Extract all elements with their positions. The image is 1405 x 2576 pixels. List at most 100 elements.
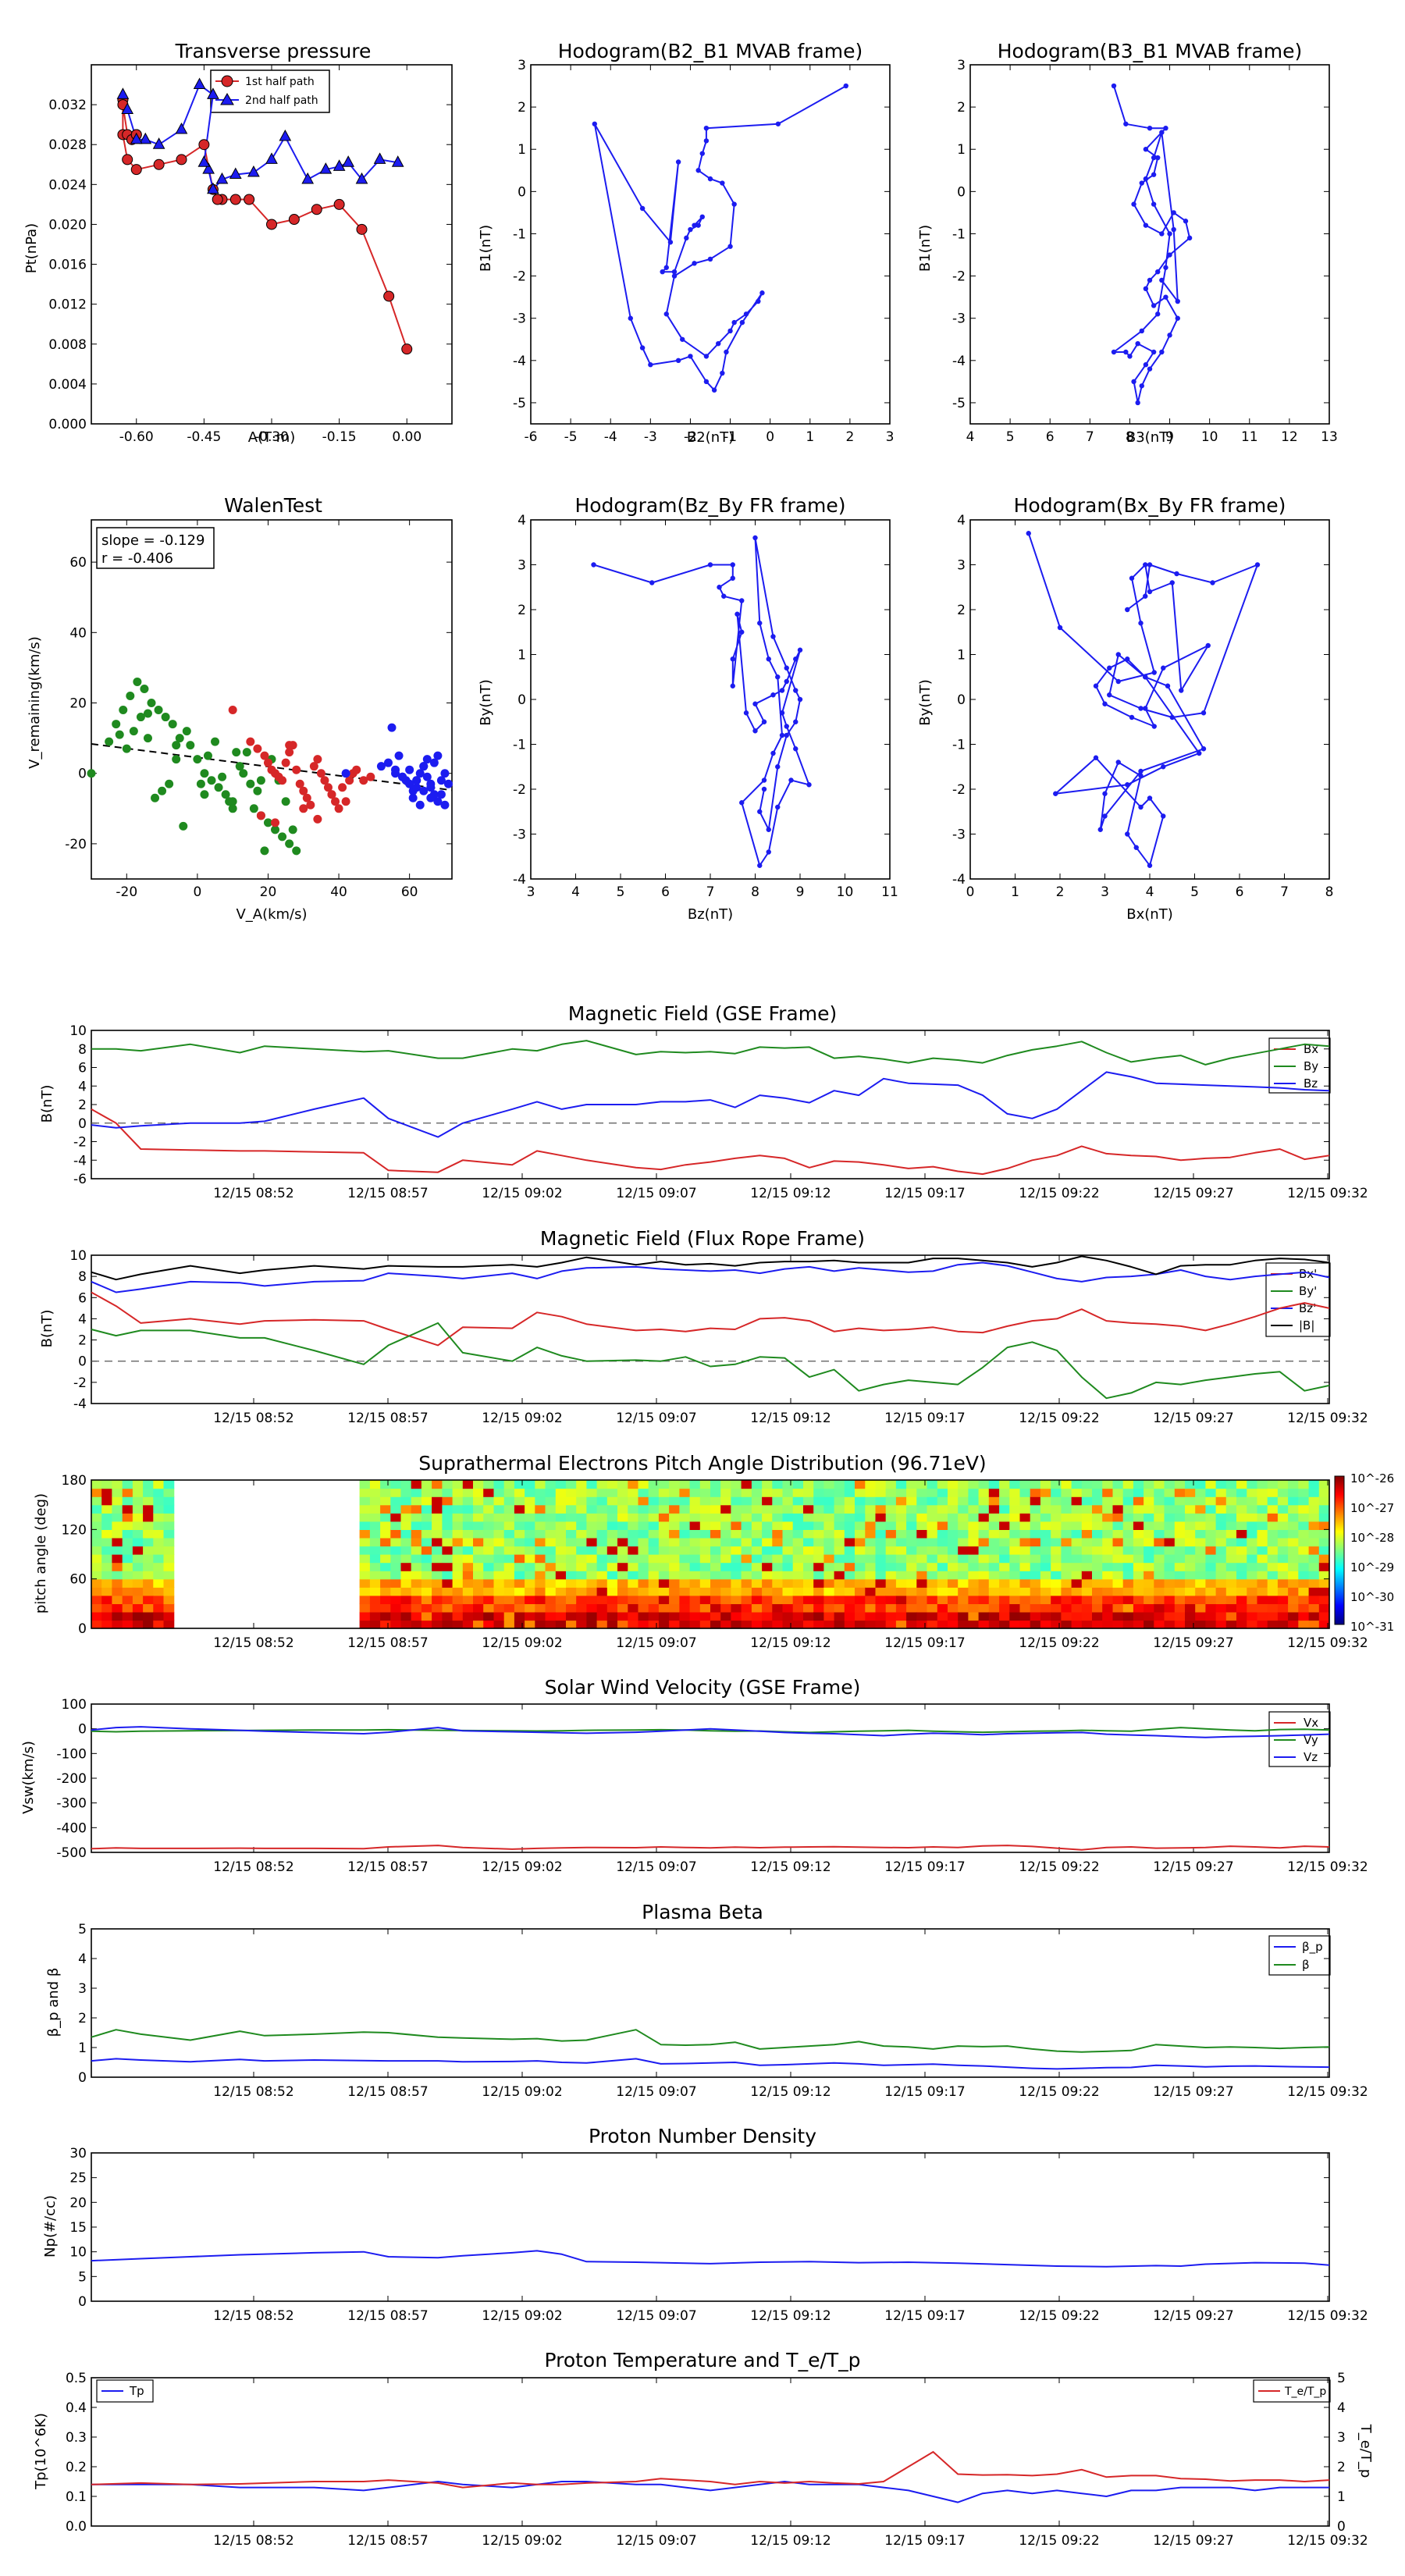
pad-cell (514, 1562, 525, 1571)
pad-cell (153, 1554, 165, 1564)
time-tick-label-beta: 12/15 09:32 (1287, 2084, 1368, 2100)
time-tick-label-bgse: 12/15 08:57 (347, 1186, 428, 1201)
pad-cell (1102, 1595, 1113, 1604)
pad-cell (411, 1513, 422, 1522)
pad-cell (1225, 1554, 1237, 1564)
pad-cell (143, 1496, 154, 1506)
pad-cell (762, 1603, 773, 1613)
pad-cell (772, 1496, 784, 1506)
pad-cell (844, 1488, 855, 1497)
pad-cell (390, 1496, 402, 1506)
pad-cell (566, 1504, 577, 1514)
pad-cell (937, 1554, 948, 1564)
pad-cell (555, 1578, 567, 1588)
pad-cell (1247, 1521, 1258, 1530)
ytick-label-hzy: -2 (513, 782, 526, 798)
hodogram-point-h13 (1139, 180, 1144, 186)
pad-cell (1102, 1554, 1113, 1564)
xtick-label-hxy: 2 (1056, 884, 1065, 900)
pad-cell (648, 1504, 660, 1514)
pad-cell (1308, 1620, 1320, 1629)
pad-cell (421, 1554, 432, 1564)
pad-cell (1236, 1480, 1247, 1489)
pad-cell (369, 1603, 381, 1613)
ylabel-vsw: Vsw(km/s) (20, 1741, 37, 1814)
pad-cell (1144, 1620, 1154, 1629)
pad-cell (699, 1603, 711, 1613)
pad-cell (462, 1496, 474, 1506)
pad-cell (400, 1562, 412, 1571)
walen-point-red (313, 814, 322, 824)
title-beta: Plasma Beta (642, 1901, 763, 1923)
pad-cell (421, 1611, 432, 1621)
xtick-label-hzy: 8 (751, 884, 759, 900)
pad-cell (1195, 1537, 1206, 1547)
pad-cell (948, 1521, 959, 1530)
ytick-label-bgse: 10 (69, 1023, 87, 1039)
pad-cell (1185, 1595, 1196, 1604)
pad-cell (823, 1504, 835, 1514)
ytick-label-hxy: 4 (957, 513, 966, 528)
legend-pressure-2nd: 2nd half path (245, 94, 318, 107)
pad-cell (1112, 1620, 1124, 1629)
pad-cell (493, 1488, 505, 1497)
pad-cell (1102, 1537, 1113, 1547)
pad-cell (1051, 1537, 1062, 1547)
pad-cell (596, 1620, 608, 1629)
ytick-label-bfr: -4 (73, 1397, 87, 1412)
pad-cell (1225, 1578, 1237, 1588)
hodogram-point-hzy (770, 750, 776, 756)
pad-cell (596, 1611, 608, 1621)
pad-cell (1267, 1488, 1279, 1497)
pad-cell (1164, 1571, 1176, 1580)
pad-cell (442, 1611, 454, 1621)
pad-cell (473, 1595, 484, 1604)
pad-cell (948, 1546, 959, 1555)
pad-cell (132, 1480, 144, 1489)
pad-cell (596, 1595, 608, 1604)
pad-cell (411, 1488, 422, 1497)
pad-cell (1267, 1603, 1279, 1613)
pad-cell (91, 1496, 102, 1506)
pad-cell (699, 1554, 711, 1564)
pad-cell (999, 1488, 1010, 1497)
pad-cell (628, 1521, 639, 1530)
pad-cell (1133, 1537, 1144, 1547)
pad-cell (1081, 1554, 1093, 1564)
pad-cell (988, 1488, 1000, 1497)
pad-cell (586, 1587, 598, 1596)
pad-cell (1185, 1537, 1196, 1547)
pad-cell (380, 1496, 391, 1506)
pad-cell (493, 1496, 505, 1506)
walen-point-green (182, 727, 191, 736)
ytick-label-beta: 1 (78, 2041, 87, 2056)
pad-cell (91, 1537, 102, 1547)
hodogram-point-hxy (1125, 656, 1130, 662)
pad-cell (153, 1513, 165, 1522)
pad-cell (988, 1496, 1000, 1506)
pad-cell (535, 1595, 546, 1604)
pad-cell (1040, 1554, 1051, 1564)
pad-cell (834, 1496, 845, 1506)
pad-cell (596, 1513, 608, 1522)
pad-cell (462, 1521, 474, 1530)
pad-cell (1040, 1480, 1051, 1489)
pressure-point-2nd-half (373, 152, 386, 164)
series-line-np-Np (91, 2250, 1330, 2268)
hodogram-point-hxy (1179, 688, 1184, 693)
walen-point-blue (422, 772, 432, 781)
pad-cell (122, 1521, 133, 1530)
pad-cell (927, 1513, 938, 1522)
ytick-label-h12: 1 (518, 142, 526, 158)
pad-cell (689, 1611, 701, 1621)
hodogram-point-h12 (703, 138, 710, 144)
pad-cell (535, 1513, 546, 1522)
pad-cell (803, 1488, 814, 1497)
pad-cell (628, 1488, 639, 1497)
ytick-label-beta: 4 (78, 1952, 87, 1967)
pad-cell (906, 1504, 917, 1514)
ytick-label-hxy: 1 (957, 648, 966, 664)
pad-cell (493, 1603, 505, 1613)
pad-cell (1154, 1546, 1165, 1555)
ytick-label-vsw: -400 (56, 1820, 87, 1836)
